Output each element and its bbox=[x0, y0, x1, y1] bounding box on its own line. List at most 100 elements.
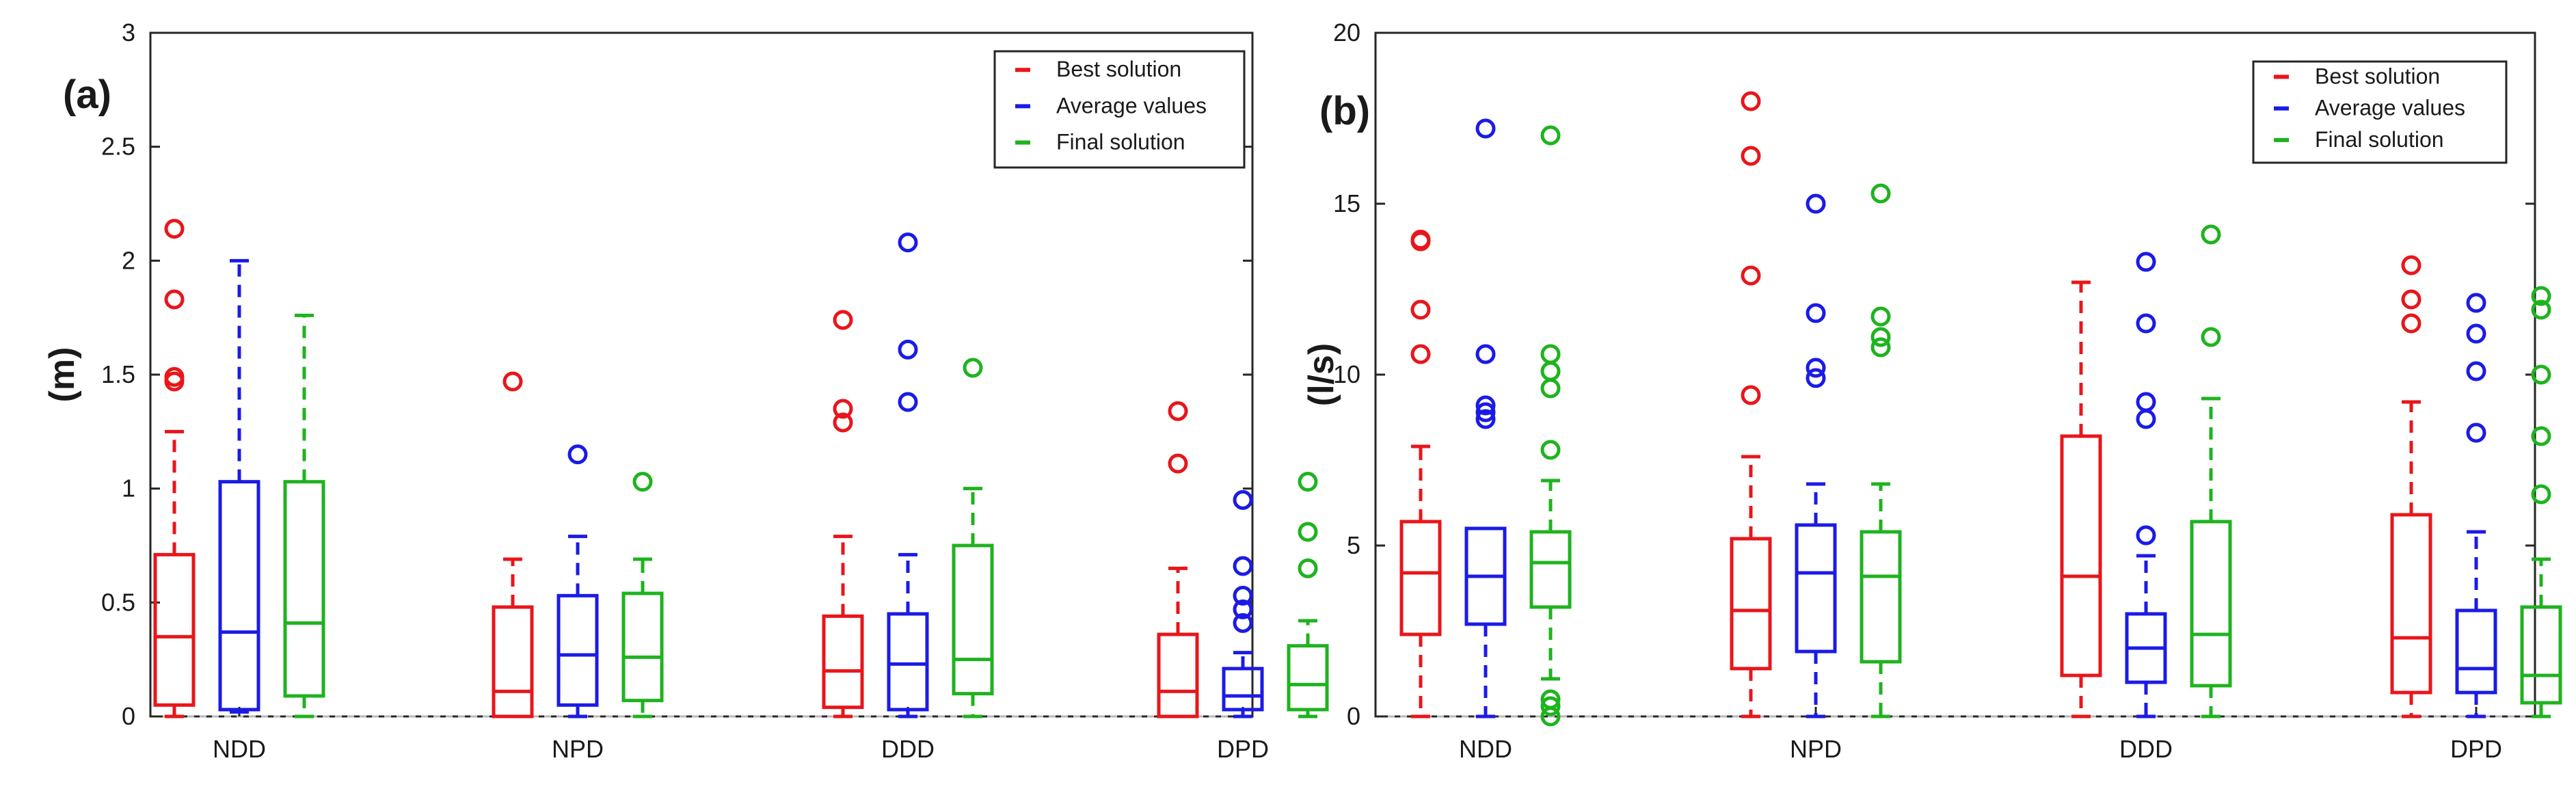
box-final-solution bbox=[1529, 125, 1572, 727]
outlier-point bbox=[2531, 426, 2551, 446]
outlier-point bbox=[2531, 286, 2551, 306]
box-best-solution bbox=[1157, 401, 1199, 718]
panel-label: (b) bbox=[1319, 89, 1370, 133]
box-body bbox=[218, 480, 260, 712]
legend-label: Best solution bbox=[2315, 64, 2440, 88]
box-body bbox=[1860, 530, 1902, 664]
box-body bbox=[556, 593, 599, 707]
outlier-point bbox=[1741, 265, 1761, 286]
box-body bbox=[2190, 520, 2232, 688]
y-tick-label: 0.5 bbox=[101, 588, 135, 616]
outlier-point bbox=[1540, 440, 1561, 460]
legend-box bbox=[2252, 60, 2508, 164]
outlier-point bbox=[1540, 689, 1561, 710]
legend-label: Average values bbox=[2315, 96, 2465, 120]
x-tick-label: DPD bbox=[1217, 735, 1269, 763]
outlier-point bbox=[1540, 361, 1561, 381]
y-tick-label: 0 bbox=[1347, 702, 1360, 730]
box-final-solution bbox=[621, 472, 664, 718]
box-body bbox=[822, 614, 864, 710]
outlier-point bbox=[1475, 118, 1496, 139]
box-body bbox=[283, 480, 325, 698]
box-body bbox=[1795, 523, 1837, 654]
outlier-point bbox=[1233, 585, 1253, 606]
outlier-point bbox=[833, 399, 853, 419]
outlier-point bbox=[164, 366, 185, 387]
outlier-point bbox=[1475, 395, 1496, 416]
outlier-point bbox=[1298, 558, 1318, 578]
box-body bbox=[2390, 513, 2432, 695]
box-final-solution bbox=[1860, 183, 1902, 718]
outlier-point bbox=[963, 358, 983, 378]
outlier-point bbox=[2466, 422, 2486, 443]
outlier-point bbox=[2401, 255, 2421, 276]
outlier-point bbox=[1233, 599, 1253, 619]
box-average-values bbox=[1795, 193, 1837, 718]
legend-label: Average values bbox=[1056, 93, 1207, 118]
outlier-point bbox=[1540, 344, 1561, 364]
outlier-point bbox=[2401, 313, 2421, 334]
outlier-point bbox=[632, 472, 653, 492]
box-body bbox=[1157, 632, 1199, 718]
box-body bbox=[1222, 667, 1264, 712]
outlier-point bbox=[1806, 303, 1826, 323]
y-axis-label: (m) bbox=[42, 347, 82, 403]
box-final-solution bbox=[283, 313, 325, 718]
box-body bbox=[2520, 605, 2562, 705]
outlier-point bbox=[1475, 402, 1496, 422]
outlier-point bbox=[1168, 453, 1188, 474]
outlier-point bbox=[2466, 361, 2486, 381]
outlier-point bbox=[1540, 378, 1561, 399]
box-best-solution bbox=[153, 219, 196, 718]
box-best-solution bbox=[2390, 255, 2432, 718]
outlier-point bbox=[1233, 556, 1253, 576]
x-tick-label: NPD bbox=[552, 735, 604, 763]
box-average-values bbox=[2455, 293, 2497, 718]
box-best-solution bbox=[1730, 91, 1772, 718]
x-tick-label: DPD bbox=[2450, 735, 2502, 763]
outlier-point bbox=[898, 392, 918, 412]
outlier-point bbox=[1870, 183, 1891, 204]
outlier-point bbox=[1540, 696, 1561, 716]
box-average-values bbox=[2125, 252, 2167, 718]
y-tick-label: 5 bbox=[1347, 531, 1360, 559]
outlier-point bbox=[2466, 293, 2486, 313]
legend-label: Best solution bbox=[1056, 57, 1181, 81]
y-tick-label: 1 bbox=[122, 474, 135, 502]
y-axis-label: (l/s) bbox=[1302, 343, 1341, 406]
outlier-point bbox=[1540, 125, 1561, 146]
legend-label: Final solution bbox=[2315, 127, 2444, 152]
outlier-point bbox=[2466, 323, 2486, 344]
outlier-point bbox=[1741, 146, 1761, 166]
box-body bbox=[1730, 537, 1772, 671]
x-tick-label: NPD bbox=[1790, 735, 1842, 763]
outlier-point bbox=[2201, 224, 2221, 245]
box-average-values bbox=[1464, 118, 1507, 718]
outlier-point bbox=[164, 289, 185, 310]
outlier-point bbox=[1806, 368, 1826, 388]
x-tick-label: NDD bbox=[1459, 735, 1512, 763]
box-final-solution bbox=[2190, 224, 2232, 718]
outlier-point bbox=[1410, 230, 1431, 250]
box-final-solution bbox=[2520, 286, 2562, 718]
x-tick-label: NDD bbox=[213, 735, 266, 763]
box-body bbox=[621, 591, 664, 703]
outlier-point bbox=[2136, 525, 2156, 546]
x-tick-label: DDD bbox=[881, 735, 935, 763]
outlier-point bbox=[164, 219, 185, 239]
y-tick-label: 2.5 bbox=[101, 133, 135, 161]
outlier-point bbox=[567, 444, 588, 465]
outlier-point bbox=[2531, 484, 2551, 505]
outlier-point bbox=[1475, 409, 1496, 429]
box-body bbox=[492, 605, 534, 718]
box-average-values bbox=[218, 258, 260, 714]
y-tick-label: 2 bbox=[122, 246, 135, 274]
legend: Best solution Average values Final solutio… bbox=[2252, 60, 2508, 164]
box-body bbox=[2060, 434, 2102, 677]
outlier-point bbox=[1168, 401, 1188, 421]
box-best-solution bbox=[492, 371, 534, 718]
box-body bbox=[952, 543, 994, 696]
y-tick-label: 15 bbox=[1333, 189, 1360, 217]
box-body bbox=[1529, 530, 1572, 609]
legend-box bbox=[993, 50, 1246, 169]
